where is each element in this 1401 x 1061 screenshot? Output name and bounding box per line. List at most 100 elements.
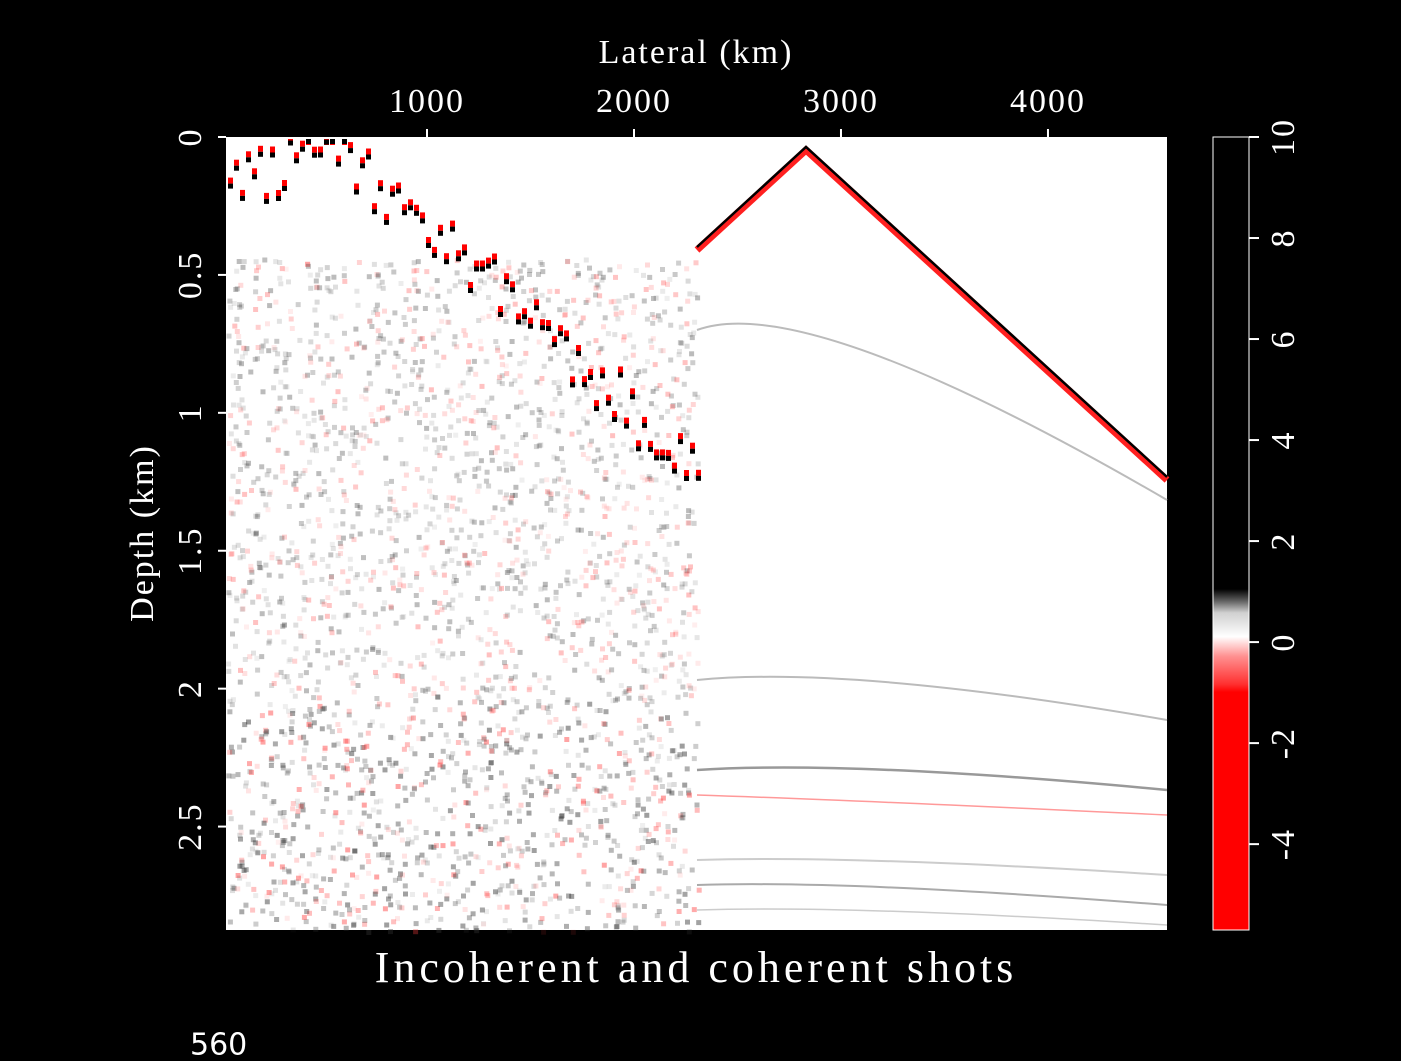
- texture-cell: [548, 496, 554, 501]
- texture-cell: [299, 440, 305, 446]
- texture-cell: [494, 424, 500, 430]
- texture-cell: [269, 555, 275, 561]
- texture-cell: [301, 595, 307, 601]
- texture-cell: [374, 874, 380, 880]
- texture-cell: [270, 853, 276, 859]
- texture-cell: [413, 698, 419, 704]
- texture-cell: [669, 404, 675, 410]
- texture-cell: [612, 411, 617, 417]
- texture-cell: [601, 475, 607, 481]
- texture-cell: [385, 827, 391, 833]
- texture-cell: [662, 674, 668, 680]
- texture-cell: [595, 386, 601, 392]
- texture-cell: [652, 667, 658, 673]
- texture-cell: [493, 704, 499, 710]
- y-tick-label: 1: [172, 403, 209, 422]
- texture-cell: [632, 658, 638, 664]
- texture-cell: [229, 749, 235, 755]
- texture-cell: [605, 834, 611, 840]
- texture-cell: [602, 514, 608, 519]
- texture-cell: [548, 507, 553, 513]
- texture-cell: [507, 810, 513, 816]
- texture-cell: [308, 339, 314, 345]
- texture-cell: [613, 453, 619, 459]
- texture-cell: [601, 324, 606, 330]
- texture-cell: [656, 528, 662, 533]
- texture-cell: [376, 586, 382, 592]
- texture-cell: [558, 650, 564, 656]
- texture-cell: [546, 326, 551, 331]
- texture-cell: [423, 504, 429, 510]
- texture-cell: [615, 873, 621, 879]
- texture-cell: [483, 411, 489, 417]
- texture-cell: [312, 152, 317, 158]
- texture-cell: [487, 420, 493, 426]
- texture-cell: [493, 339, 499, 344]
- texture-cell: [438, 881, 444, 887]
- texture-cell: [375, 823, 381, 829]
- texture-cell: [481, 921, 487, 927]
- texture-cell: [291, 481, 297, 487]
- texture-cell: [332, 398, 338, 404]
- texture-cell: [630, 593, 636, 599]
- texture-cell: [558, 476, 564, 482]
- texture-cell: [370, 774, 376, 780]
- texture-cell: [683, 710, 689, 716]
- texture-cell: [230, 697, 236, 703]
- texture-cell: [498, 700, 504, 705]
- texture-cell: [683, 672, 689, 678]
- texture-cell: [661, 280, 667, 286]
- texture-cell: [499, 883, 505, 889]
- texture-cell: [461, 716, 467, 722]
- texture-cell: [237, 679, 243, 685]
- texture-cell: [583, 385, 589, 391]
- texture-cell: [483, 478, 489, 484]
- texture-cell: [335, 389, 341, 395]
- texture-cell: [436, 328, 442, 334]
- texture-cell: [289, 540, 295, 546]
- texture-cell: [336, 629, 342, 635]
- texture-cell: [579, 762, 585, 768]
- texture-cell: [476, 465, 482, 471]
- texture-cell: [537, 678, 543, 684]
- texture-cell: [296, 787, 302, 792]
- texture-cell: [479, 869, 485, 874]
- texture-cell: [614, 899, 620, 905]
- texture-cell: [286, 352, 292, 358]
- texture-cell: [301, 901, 307, 907]
- texture-cell: [476, 742, 482, 748]
- texture-cell: [410, 715, 416, 721]
- texture-cell: [558, 331, 563, 337]
- texture-cell: [243, 902, 249, 908]
- texture-cell: [383, 455, 389, 461]
- texture-cell: [368, 767, 374, 773]
- texture-cell: [504, 492, 509, 498]
- texture-cell: [538, 586, 544, 592]
- texture-cell: [608, 741, 614, 747]
- texture-cell: [282, 384, 288, 390]
- texture-cell: [649, 510, 654, 515]
- texture-cell: [326, 496, 331, 502]
- texture-cell: [687, 568, 692, 574]
- texture-cell: [406, 288, 412, 294]
- texture-cell: [281, 810, 287, 815]
- texture-cell: [581, 618, 587, 624]
- texture-cell: [418, 872, 424, 878]
- texture-cell: [571, 773, 577, 778]
- texture-cell: [665, 829, 671, 835]
- texture-cell: [506, 259, 512, 265]
- texture-cell: [382, 570, 388, 576]
- texture-cell: [253, 307, 259, 312]
- texture-cell: [504, 835, 510, 841]
- texture-cell: [476, 318, 482, 323]
- texture-cell: [436, 307, 442, 313]
- texture-cell: [575, 752, 581, 758]
- texture-cell: [351, 537, 357, 543]
- texture-cell: [654, 432, 660, 438]
- texture-cell: [282, 879, 288, 885]
- texture-cell: [508, 730, 514, 736]
- texture-cell: [318, 152, 323, 158]
- texture-cell: [588, 735, 594, 741]
- texture-cell: [656, 868, 662, 874]
- texture-cell: [341, 489, 347, 495]
